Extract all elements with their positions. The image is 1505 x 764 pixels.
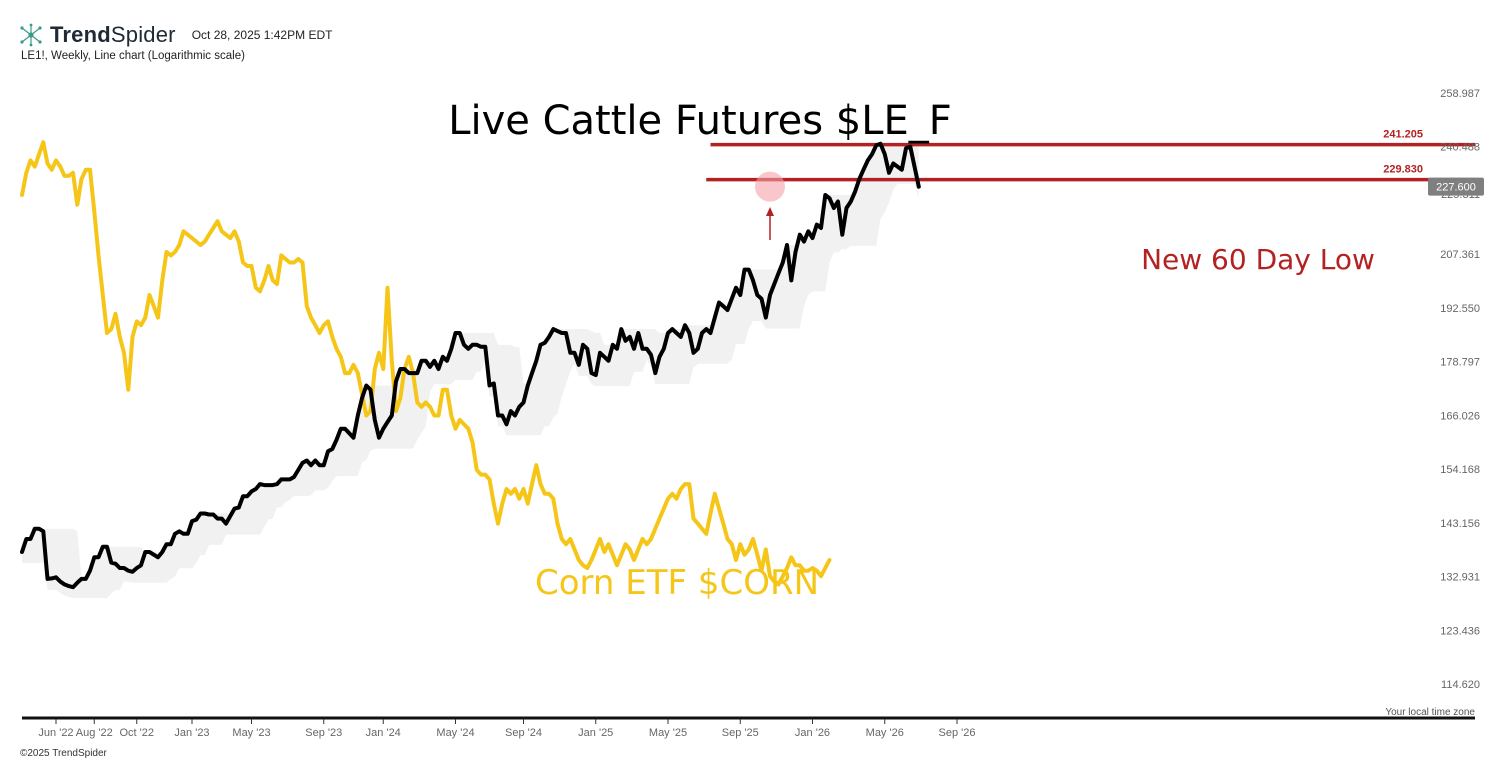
x-tick-label: Jan '26 xyxy=(795,727,830,739)
new-low-arrow-head xyxy=(766,207,774,216)
timezone-note: Your local time zone xyxy=(1385,707,1475,718)
new-low-label: New 60 Day Low xyxy=(1141,243,1375,276)
copyright: ©2025 TrendSpider xyxy=(20,748,107,759)
x-tick-label: Oct '22 xyxy=(119,727,154,739)
x-tick-label: Jun '22 xyxy=(38,727,73,739)
y-tick-label: 123.436 xyxy=(1440,625,1480,637)
cloud-band xyxy=(22,143,919,599)
y-tick-label: 192.550 xyxy=(1440,303,1480,315)
last-price-tag xyxy=(1428,177,1484,196)
y-tick-label: 240.488 xyxy=(1440,142,1480,154)
x-tick-label: Sep '23 xyxy=(305,727,342,739)
x-tick-label: Jan '24 xyxy=(366,727,401,739)
y-tick-label: 143.156 xyxy=(1440,518,1480,530)
corn-label: Corn ETF $CORN xyxy=(535,563,819,603)
x-tick-label: May '24 xyxy=(436,727,474,739)
cattle-series-line xyxy=(20,141,921,590)
x-tick-label: May '25 xyxy=(649,727,687,739)
x-tick-label: Jan '25 xyxy=(578,727,613,739)
x-tick-label: May '26 xyxy=(866,727,904,739)
chart-header: TrendSpider Oct 28, 2025 1:42PM EDT LE1!… xyxy=(18,22,332,62)
y-tick-label: 132.931 xyxy=(1440,572,1480,584)
x-tick-label: Sep '24 xyxy=(505,727,542,739)
x-axis: Jun '22 Aug '22 Oct '22 Jan '23 May '23 Sep '… xyxy=(22,716,1475,739)
trendspider-logo-icon xyxy=(20,23,42,47)
y-tick-label: 154.168 xyxy=(1440,464,1480,476)
x-tick-label: Sep '25 xyxy=(722,727,759,739)
level-label-2: 229.830 xyxy=(1383,164,1423,176)
x-tick-label: Aug '22 xyxy=(76,727,113,739)
x-tick-label: Jan '23 xyxy=(174,727,209,739)
timestamp: Oct 28, 2025 1:42PM EDT xyxy=(191,28,333,42)
annotation-layer: New 60 Day Low Corn ETF $CORN xyxy=(535,171,1375,603)
y-tick-label: 114.620 xyxy=(1441,679,1480,691)
level-label-1: 241.205 xyxy=(1383,129,1423,141)
new-low-highlight xyxy=(755,171,785,202)
x-tick-label: Sep '26 xyxy=(939,727,976,739)
chart-title: Live Cattle Futures $LE_F xyxy=(448,98,952,144)
chart-subtitle: LE1!, Weekly, Line chart (Logarithmic sc… xyxy=(21,50,245,62)
x-tick-label: May '23 xyxy=(232,727,270,739)
series-layer xyxy=(20,140,921,590)
level-layer: 241.205 229.830 xyxy=(706,129,1475,182)
last-price-label: 227.600 xyxy=(1436,182,1476,194)
brand-light: Spider xyxy=(110,22,176,47)
y-tick-label: 207.361 xyxy=(1440,249,1480,261)
brand-bold: Trend xyxy=(50,22,111,47)
brand[interactable]: TrendSpider Oct 28, 2025 1:42PM EDT xyxy=(18,22,332,48)
cloud-layer xyxy=(22,143,919,599)
y-tick-label: 166.026 xyxy=(1440,410,1480,422)
y-tick-label: 178.797 xyxy=(1440,357,1480,369)
y-tick-label: 258.987 xyxy=(1440,88,1480,100)
y-axis: 258.987240.488225.311207.361192.550178.7… xyxy=(1428,88,1484,691)
corn-series-line xyxy=(20,140,832,587)
